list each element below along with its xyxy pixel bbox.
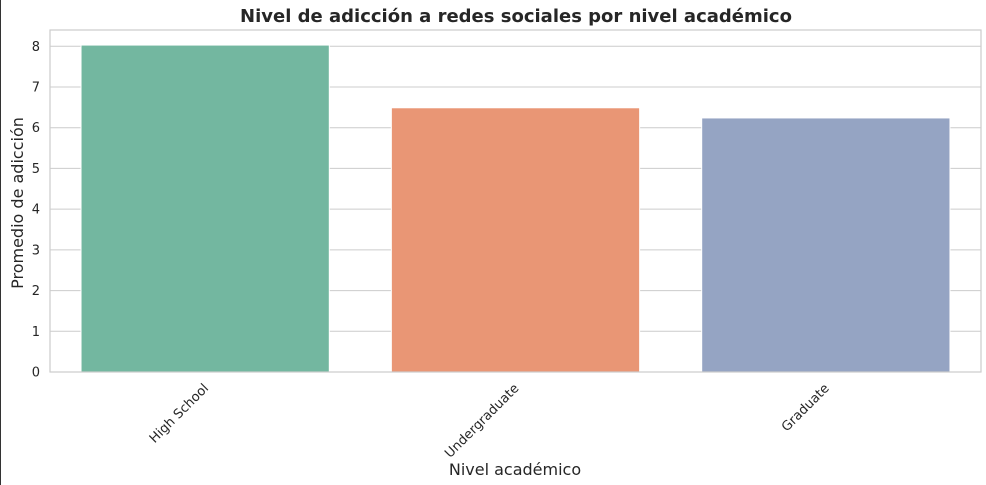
x-axis-label: Nivel académico (449, 460, 581, 479)
y-axis-ticks: 0 1 2 3 4 5 6 7 8 (32, 40, 40, 381)
y-tick-label: 1 (32, 325, 40, 340)
y-tick-label: 3 (32, 243, 40, 258)
y-tick-label: 5 (32, 162, 40, 177)
y-tick-label: 7 (32, 81, 40, 96)
y-tick-label: 6 (32, 121, 40, 136)
bars (80, 44, 951, 373)
y-tick-label: 8 (32, 40, 40, 55)
x-tick-label: High School (147, 381, 212, 446)
bar (80, 44, 330, 373)
x-tick-label: Graduate (779, 381, 833, 435)
plot-frame (49, 29, 982, 373)
x-tick-label: Undergraduate (442, 381, 522, 461)
bar (701, 117, 951, 373)
y-tick-label: 4 (32, 203, 40, 218)
y-axis-label: Promedio de adicción (8, 117, 27, 289)
y-tick-label: 2 (32, 284, 40, 299)
chart-title: Nivel de adicción a redes sociales por n… (240, 6, 792, 27)
y-tick-label: 0 (32, 366, 40, 381)
bar (390, 107, 641, 373)
x-axis-ticks: High School Undergraduate Graduate (147, 381, 833, 461)
